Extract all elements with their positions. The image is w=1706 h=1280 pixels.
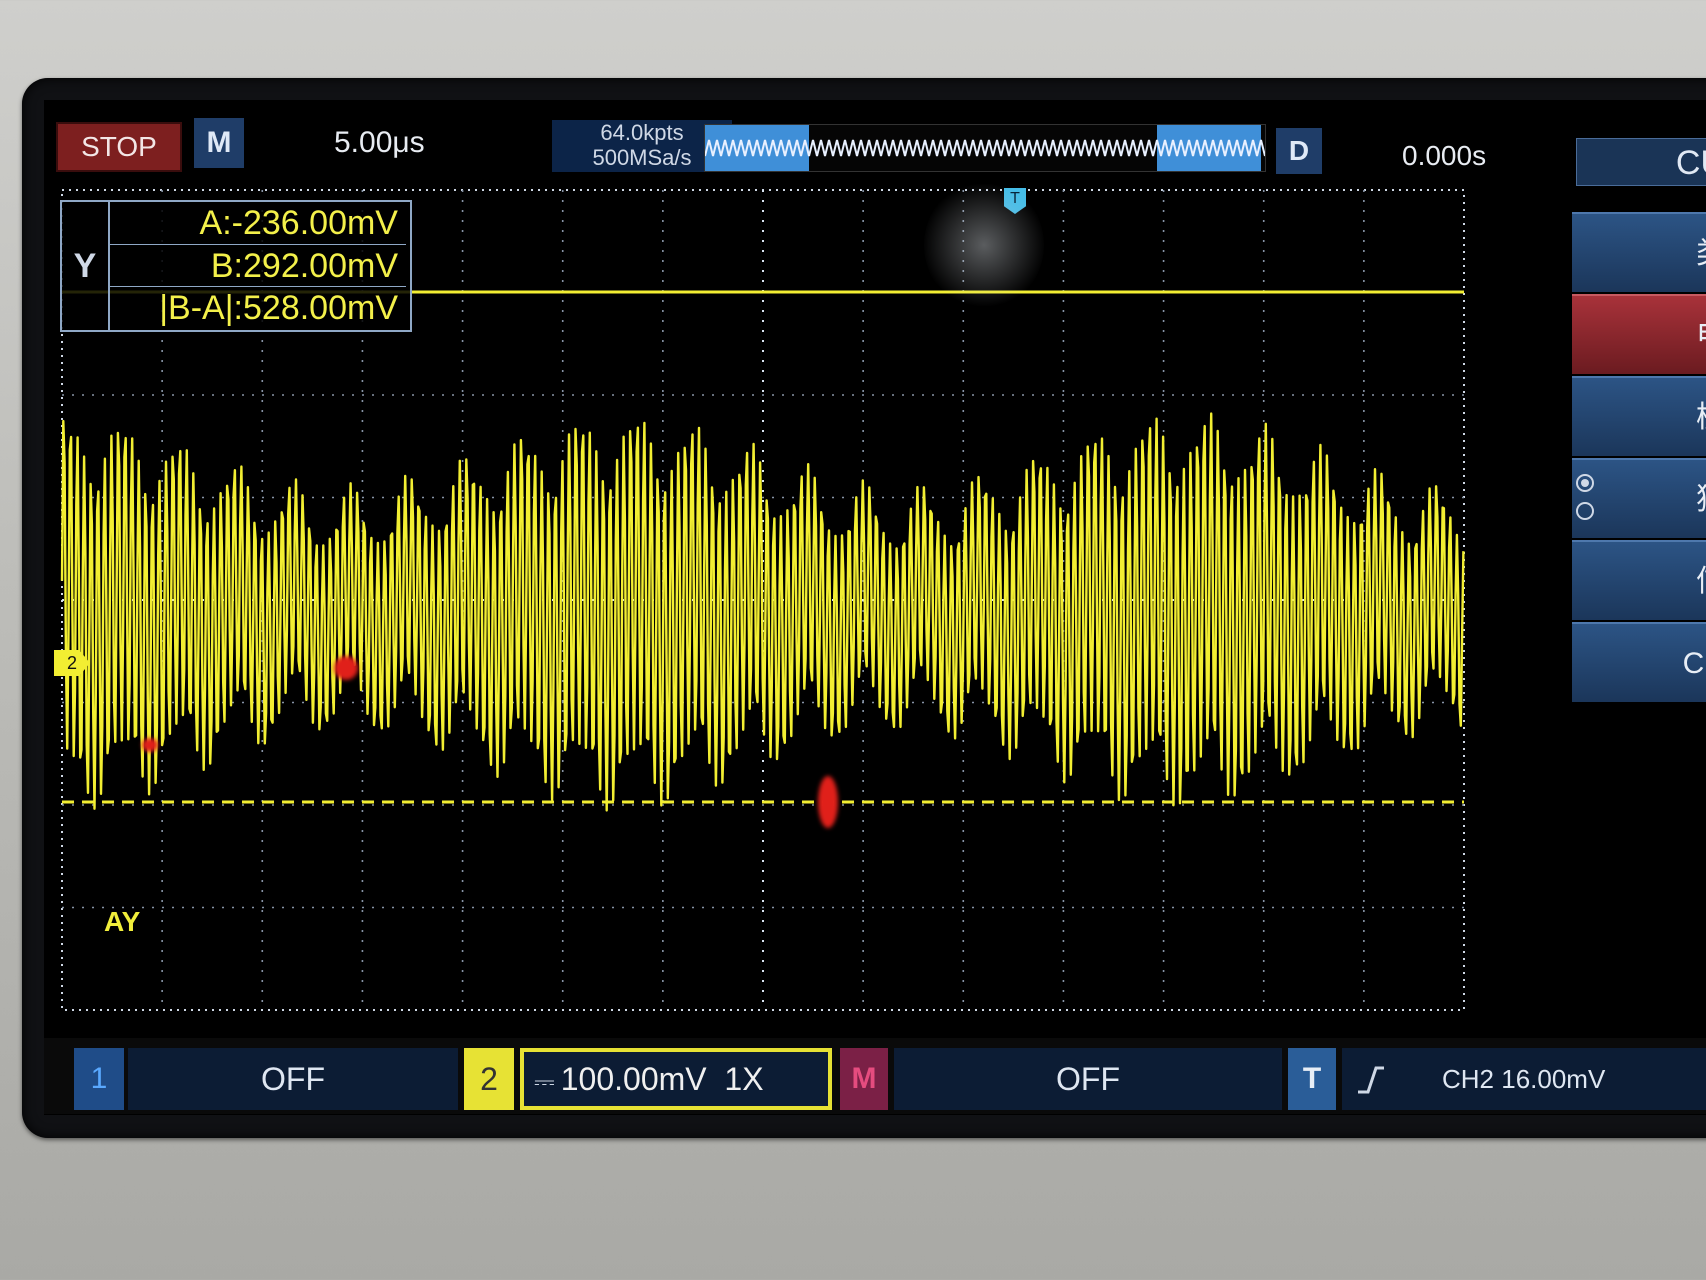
ch2-waveform (60, 412, 1465, 812)
red-reflection (334, 656, 358, 680)
memory-waveform-preview (705, 139, 1265, 157)
waveform-display (60, 189, 1465, 1011)
soft-menu-item-independent[interactable]: 独 (1572, 458, 1706, 538)
delay-indicator[interactable]: D (1276, 128, 1322, 174)
cursor-a-tag: AY (104, 906, 141, 937)
status-bar: STOP M 5.00μs 64.0kpts 500MSa/s D 0.000s… (44, 108, 1706, 186)
trigger-position-marker[interactable]: T (1004, 188, 1026, 214)
ch2-probe: 1X (724, 1061, 764, 1097)
soft-menu-item-type[interactable]: 类 (1572, 212, 1706, 292)
memory-overview-strip (704, 124, 1266, 172)
memory-depth: 64.0kpts (600, 120, 684, 145)
run-stop-button[interactable]: STOP (56, 122, 182, 172)
trigger-settings[interactable]: CH2 16.00mV (1342, 1048, 1706, 1110)
cursor-b-value: B:292.00mV (110, 244, 406, 286)
trigger-position-readout: 0.000s (1402, 140, 1487, 171)
oscilloscope-screen: STOP M 5.00μs 64.0kpts 500MSa/s D 0.000s… (44, 100, 1706, 1115)
math-status: OFF (894, 1048, 1282, 1110)
trigger-button[interactable]: T (1288, 1048, 1336, 1110)
soft-menu-item-source[interactable]: 电 (1572, 294, 1706, 374)
soft-menu-item-channel[interactable]: CH (1572, 622, 1706, 702)
soft-menu-item-signal[interactable]: 信 (1572, 540, 1706, 620)
trigger-source-level: CH2 16.00mV (1442, 1064, 1606, 1094)
channel-bar: 1 OFF 2 ⎓ 100.00mV 1X M OFF T CH2 16.00mV (44, 1038, 1706, 1114)
menu-title-cursor[interactable]: CU (1576, 138, 1706, 186)
rising-edge-icon (1358, 1066, 1384, 1094)
radio-on-icon[interactable] (1576, 474, 1594, 492)
ch2-scale: 100.00mV (560, 1061, 707, 1097)
mode-indicator[interactable]: M (194, 118, 244, 168)
cursor-delta-value: |B-A|:528.00mV (110, 286, 406, 328)
acquisition-info: 64.0kpts 500MSa/s (552, 120, 732, 172)
red-reflection (818, 776, 838, 828)
red-reflection (142, 738, 158, 752)
soft-menu-item-mode[interactable]: 模 (1572, 376, 1706, 456)
cursor-axis-label: Y (62, 202, 110, 330)
cursor-readout-panel: Y A:-236.00mV B:292.00mV |B-A|:528.00mV (60, 200, 412, 332)
ch1-button[interactable]: 1 (74, 1048, 124, 1110)
ch1-status: OFF (128, 1048, 458, 1110)
ch2-scale-field[interactable]: ⎓ 100.00mV 1X (520, 1048, 832, 1110)
timebase-readout: 5.00μs (334, 126, 425, 159)
dc-coupling-icon: ⎓ (534, 1066, 555, 1096)
math-button[interactable]: M (840, 1048, 888, 1110)
radio-off-icon[interactable] (1576, 502, 1594, 520)
sample-rate: 500MSa/s (592, 145, 692, 170)
cursor-a-value: A:-236.00mV (199, 204, 398, 242)
ch2-button[interactable]: 2 (464, 1048, 514, 1110)
